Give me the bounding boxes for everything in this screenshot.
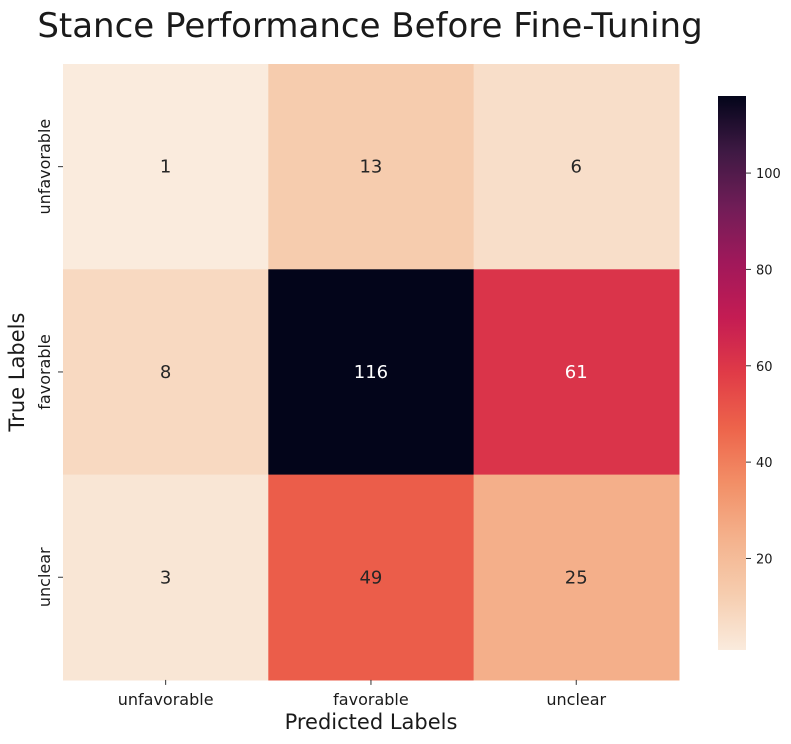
x-axis-label: Predicted Labels [285,710,458,734]
cell-value-label: 8 [160,362,171,383]
y-axis: unfavorable favorable unclear [35,119,63,607]
heatmap-cell [63,269,269,476]
heatmap-cell [63,64,269,270]
colorbar-ticks: 20 40 60 80 100 [746,167,781,567]
colorbar-tick-label: 100 [756,167,781,182]
cell-value-label: 6 [571,157,582,178]
cell-value-label: 49 [359,567,382,588]
heatmap-cell [268,269,475,476]
heatmap-cell [63,474,269,681]
colorbar-tick-label: 20 [756,552,773,567]
x-tick-label: unclear [546,690,606,709]
y-axis-label: True Labels [5,313,29,433]
heatmap-cells [63,64,680,681]
chart-title: Stance Performance Before Fine-Tuning [37,6,702,46]
colorbar-tick-label: 80 [756,263,773,278]
x-tick-label: unfavorable [118,690,214,709]
colorbar-tick-label: 40 [756,456,773,471]
x-tick-label: favorable [333,690,409,709]
heatmap-cell-labels: 1 13 6 8 116 61 3 49 25 [160,157,588,589]
cell-value-label: 1 [160,157,171,178]
x-axis: unfavorable favorable unclear [118,679,607,709]
y-tick-label: unfavorable [35,119,54,215]
heatmap-cell [473,269,680,476]
heatmap-cell [473,474,680,681]
heatmap-cell [473,64,680,270]
y-tick-label: unclear [35,547,54,607]
colorbar-tick-label: 60 [756,360,773,375]
cell-value-label: 3 [160,567,171,588]
cell-value-label: 116 [354,362,388,383]
cell-value-label: 61 [565,362,588,383]
y-tick-label: favorable [35,334,54,410]
heatmap-cell [268,474,475,681]
cell-value-label: 13 [359,157,382,178]
cell-value-label: 25 [565,567,588,588]
heatmap-cell [268,64,475,270]
colorbar [718,96,746,650]
